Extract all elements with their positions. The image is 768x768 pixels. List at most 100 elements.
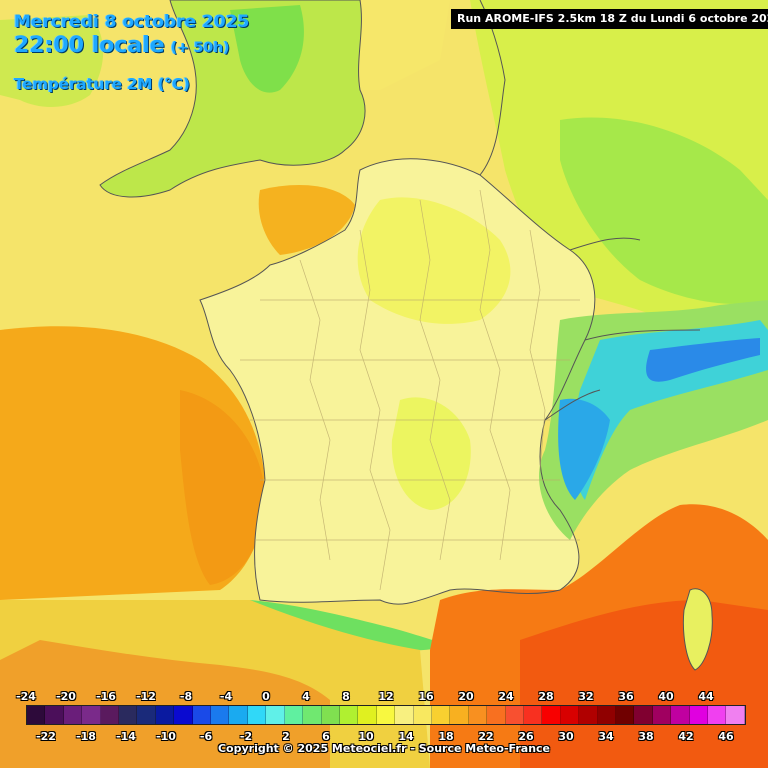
massif-central — [391, 397, 471, 510]
scale-swatch — [321, 706, 340, 724]
scale-swatch — [542, 706, 561, 724]
scale-swatch — [597, 706, 616, 724]
forecast-time: 22:00 locale (+ 50h) — [14, 33, 230, 58]
scale-swatch — [100, 706, 120, 724]
legend-upper-tick: 4 — [302, 690, 310, 703]
scale-swatch — [27, 706, 46, 724]
scale-swatch — [468, 706, 488, 724]
scale-swatch — [726, 706, 745, 724]
scale-swatch — [579, 706, 598, 724]
scale-swatch — [303, 706, 322, 724]
great-britain-green — [230, 5, 304, 93]
scale-swatch — [266, 706, 285, 724]
scale-swatch — [358, 706, 377, 724]
france-yellow-north — [357, 197, 511, 324]
scale-swatch — [45, 706, 64, 724]
legend-upper-tick: -24 — [16, 690, 36, 703]
scale-swatch — [652, 706, 672, 724]
legend-upper-tick: 36 — [618, 690, 634, 703]
legend-lower-tick: 18 — [438, 730, 454, 743]
legend-upper-tick: -4 — [219, 690, 233, 703]
scale-swatch — [119, 706, 138, 724]
legend-upper-tick: 0 — [262, 690, 270, 703]
legend-upper-tick: -12 — [136, 690, 156, 703]
scale-swatch — [247, 706, 267, 724]
legend-upper-tick: -20 — [56, 690, 76, 703]
legend-upper-tick: 40 — [658, 690, 674, 703]
scale-swatch — [487, 706, 506, 724]
run-info-box: Run AROME-IFS 2.5km 18 Z du Lundi 6 octo… — [451, 9, 768, 29]
legend-upper-tick: -8 — [179, 690, 193, 703]
legend-lower-tick: -22 — [36, 730, 56, 743]
legend-lower-tick: -6 — [199, 730, 213, 743]
legend-lower-tick: 10 — [358, 730, 374, 743]
legend-upper-tick: 44 — [698, 690, 714, 703]
legend-upper-tick: 24 — [498, 690, 514, 703]
germany-green-patches — [560, 117, 768, 304]
scale-swatch — [376, 706, 396, 724]
legend-lower-tick: 2 — [282, 730, 290, 743]
scale-swatch — [174, 706, 193, 724]
channel-warm — [258, 185, 355, 255]
legend-lower-tick: -2 — [239, 730, 253, 743]
department-borders — [240, 189, 580, 591]
forecast-time-value: 22:00 locale — [14, 33, 165, 58]
ireland — [0, 15, 104, 107]
copyright-text: Copyright © 2025 Meteociel.fr - Source M… — [217, 742, 551, 755]
scale-swatch — [671, 706, 690, 724]
scale-swatch — [137, 706, 156, 724]
corsica — [683, 588, 713, 670]
alps-west-cold — [558, 398, 610, 500]
coastline-uk — [99, 0, 366, 198]
legend-upper-tick: 28 — [538, 690, 554, 703]
forecast-date: Mercredi 8 octobre 2025 — [14, 12, 250, 32]
legend-lower-tick: 6 — [322, 730, 330, 743]
color-scale — [26, 705, 746, 725]
scale-swatch — [192, 706, 212, 724]
scale-swatch — [155, 706, 175, 724]
legend-upper-tick: 32 — [578, 690, 594, 703]
legend-upper-tick: -16 — [96, 690, 116, 703]
scale-swatch — [689, 706, 709, 724]
scale-swatch — [82, 706, 101, 724]
scale-swatch — [634, 706, 653, 724]
legend-lower-labels: -22 -18 -14 -10 -6 -2 2 6 10 14 18 22 26 30 34 38 42 46 — [0, 730, 768, 744]
scale-swatch — [616, 706, 635, 724]
alps-coldest — [646, 338, 760, 382]
parameter-label: Température 2M (°C) — [14, 75, 190, 93]
corsica-coast — [682, 588, 713, 671]
legend-lower-tick: 22 — [478, 730, 494, 743]
coastline-france — [199, 158, 596, 605]
legend-lower-tick: 46 — [718, 730, 734, 743]
scale-swatch — [523, 706, 543, 724]
scale-swatch — [211, 706, 230, 724]
scale-swatch — [63, 706, 83, 724]
scale-swatch — [450, 706, 469, 724]
legend-upper-tick: 8 — [342, 690, 350, 703]
legend-upper-tick: 20 — [458, 690, 474, 703]
legend-lower-tick: 34 — [598, 730, 614, 743]
legend-lower-tick: -18 — [76, 730, 96, 743]
legend-upper-tick: 12 — [378, 690, 394, 703]
scale-swatch — [413, 706, 432, 724]
scale-swatch — [284, 706, 304, 724]
scale-swatch — [560, 706, 580, 724]
legend-lower-tick: 14 — [398, 730, 414, 743]
scale-swatch — [505, 706, 524, 724]
spain-orange — [0, 640, 330, 768]
country-borders — [479, 0, 701, 421]
scale-swatch — [229, 706, 248, 724]
scale-swatch — [395, 706, 414, 724]
scale-swatch — [339, 706, 359, 724]
scale-swatch — [431, 706, 451, 724]
legend-lower-tick: -14 — [116, 730, 136, 743]
pyrenees — [250, 600, 450, 651]
legend-upper-tick: 16 — [418, 690, 434, 703]
scale-swatch — [708, 706, 727, 724]
legend-lower-tick: -10 — [156, 730, 176, 743]
legend-upper-labels: -24 -20 -16 -12 -8 -4 0 4 8 12 16 20 24 28 32 36 40 44 — [0, 690, 768, 704]
legend-lower-tick: 38 — [638, 730, 654, 743]
forecast-offset: (+ 50h) — [170, 40, 230, 56]
legend-lower-tick: 26 — [518, 730, 534, 743]
